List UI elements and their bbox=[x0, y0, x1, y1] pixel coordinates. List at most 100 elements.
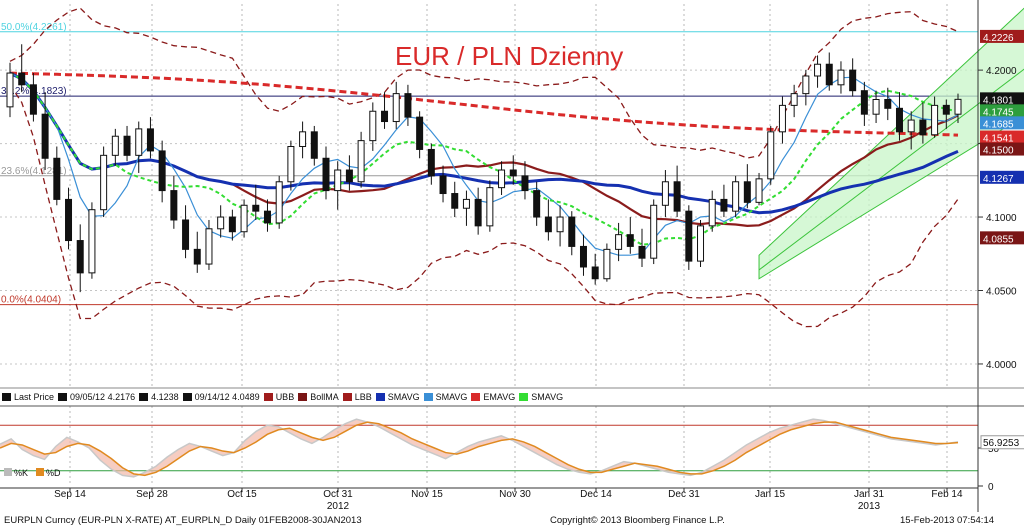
legend-item: SMAVG bbox=[375, 392, 420, 402]
chart-legend: Last Price 09/05/12 4.2176 4.1238 09/14/12 … bbox=[2, 390, 563, 404]
value-tag-label: 4.1500 bbox=[983, 146, 1014, 157]
eurpln-chart: 50.0%(4.2261)38.2%(4.1823)23.6%(4.1281)0… bbox=[0, 0, 1024, 512]
legend-swatch bbox=[2, 393, 11, 401]
candle-body bbox=[228, 216, 236, 233]
candle-body bbox=[755, 178, 763, 203]
candle-body bbox=[217, 216, 225, 230]
value-tag-label: 4.2226 bbox=[983, 33, 1014, 44]
candle-body bbox=[6, 72, 14, 108]
legend-label: EMAVG bbox=[483, 392, 516, 402]
candle-body bbox=[88, 209, 96, 274]
value-tag-box bbox=[980, 116, 1024, 130]
fib-level-label: 23.6%(4.1281) bbox=[1, 166, 67, 177]
x-tick-label: Dec 31 bbox=[668, 489, 700, 500]
oscillator-k-line bbox=[0, 418, 959, 478]
legend-label: SMAVG bbox=[387, 392, 420, 402]
candle-body bbox=[275, 181, 283, 224]
candle-body bbox=[860, 90, 868, 115]
legend-item: 4.1238 bbox=[139, 392, 179, 402]
value-tag-box bbox=[980, 29, 1024, 43]
candle-body bbox=[907, 119, 915, 133]
fib-level-label: 50.0%(4.2261) bbox=[1, 22, 67, 33]
candle-body bbox=[591, 266, 599, 280]
candle-body bbox=[837, 69, 845, 86]
x-year-label: 2013 bbox=[858, 501, 881, 512]
value-tag-label: 4.1745 bbox=[983, 107, 1014, 118]
candle-body bbox=[884, 99, 892, 109]
legend-swatch bbox=[139, 393, 149, 401]
candle-body bbox=[29, 84, 37, 115]
sma-short-line bbox=[9, 72, 959, 256]
legend-swatch bbox=[298, 393, 308, 401]
oscillator-fill bbox=[0, 419, 958, 477]
value-tag-box bbox=[980, 142, 1024, 156]
fib-level-label: 0.0%(4.0404) bbox=[1, 295, 61, 306]
value-tag-box bbox=[980, 130, 1024, 144]
indicator-lines bbox=[9, 7, 959, 328]
copyright-label: Copyright© 2013 Bloomberg Finance L.P. bbox=[550, 515, 725, 526]
candle-body bbox=[135, 128, 143, 156]
value-tag-label: 4.1685 bbox=[983, 119, 1014, 130]
x-tick-label: Oct 15 bbox=[227, 489, 257, 500]
sma-long-line bbox=[9, 71, 959, 215]
y-tick-label: 4.0000 bbox=[986, 360, 1017, 371]
candle-body bbox=[65, 198, 73, 242]
y-tick-label: 4.0500 bbox=[986, 287, 1017, 298]
lower-bollinger-band bbox=[9, 84, 959, 328]
osc-value-tag-box bbox=[980, 435, 1024, 450]
candle-body bbox=[123, 135, 131, 156]
x-tick-label: Nov 30 bbox=[499, 489, 531, 500]
osc-legend-k-label: %K bbox=[14, 468, 28, 478]
x-year-label: 2012 bbox=[327, 501, 350, 512]
candle-body bbox=[568, 216, 576, 247]
value-tag-label: 4.0855 bbox=[983, 234, 1014, 245]
legend-item: 09/05/12 4.2176 bbox=[58, 392, 135, 402]
x-tick-label: Jan 15 bbox=[755, 489, 785, 500]
candle-body bbox=[263, 210, 271, 224]
candle-body bbox=[942, 104, 950, 115]
candle-body bbox=[299, 131, 307, 148]
candle-body bbox=[18, 72, 26, 86]
legend-item: LBB bbox=[342, 392, 372, 402]
legend-swatch bbox=[471, 393, 481, 401]
candle-body bbox=[919, 119, 927, 136]
candle-body bbox=[404, 93, 412, 118]
candle-body bbox=[708, 198, 716, 227]
x-tick-label: Feb 14 bbox=[931, 489, 963, 500]
candle-body bbox=[872, 99, 880, 115]
candle-body bbox=[790, 93, 798, 106]
candle-body bbox=[615, 234, 623, 250]
legend-item: 09/14/12 4.0489 bbox=[182, 392, 260, 402]
candle-body bbox=[205, 228, 213, 265]
candle-body bbox=[814, 63, 822, 77]
candle-body bbox=[474, 198, 482, 227]
candle-body bbox=[182, 219, 190, 250]
x-tick-label: Nov 15 bbox=[411, 489, 443, 500]
candle-body bbox=[802, 75, 810, 95]
candle-body bbox=[392, 93, 400, 123]
candle-body bbox=[439, 175, 447, 195]
legend-item: SMAVG bbox=[423, 392, 468, 402]
osc-legend-k-swatch bbox=[4, 468, 12, 476]
candle-body bbox=[849, 69, 857, 92]
candle-body bbox=[603, 248, 611, 280]
candle-body bbox=[427, 148, 435, 177]
value-tag-label: 4.1801 bbox=[983, 95, 1014, 106]
candle-body bbox=[111, 135, 119, 156]
candle-body bbox=[287, 146, 295, 183]
legend-swatch bbox=[342, 393, 352, 401]
candle-body bbox=[556, 216, 564, 233]
candle-body bbox=[357, 140, 365, 183]
legend-item: BollMA bbox=[298, 392, 339, 402]
candle-body bbox=[931, 104, 939, 136]
oscillator-d-line bbox=[0, 421, 959, 477]
candle-body bbox=[743, 181, 751, 203]
candle-body bbox=[240, 204, 248, 233]
chart-axes: 4.0000 4.0500 4.1000 4.1500 4.2000 0 5056.9253… bbox=[0, 0, 1024, 512]
candle-body bbox=[369, 110, 377, 142]
candle-body bbox=[158, 150, 166, 192]
legend-label: SMAVG bbox=[435, 392, 468, 402]
candle-body bbox=[638, 245, 646, 259]
candle-body bbox=[579, 245, 587, 268]
